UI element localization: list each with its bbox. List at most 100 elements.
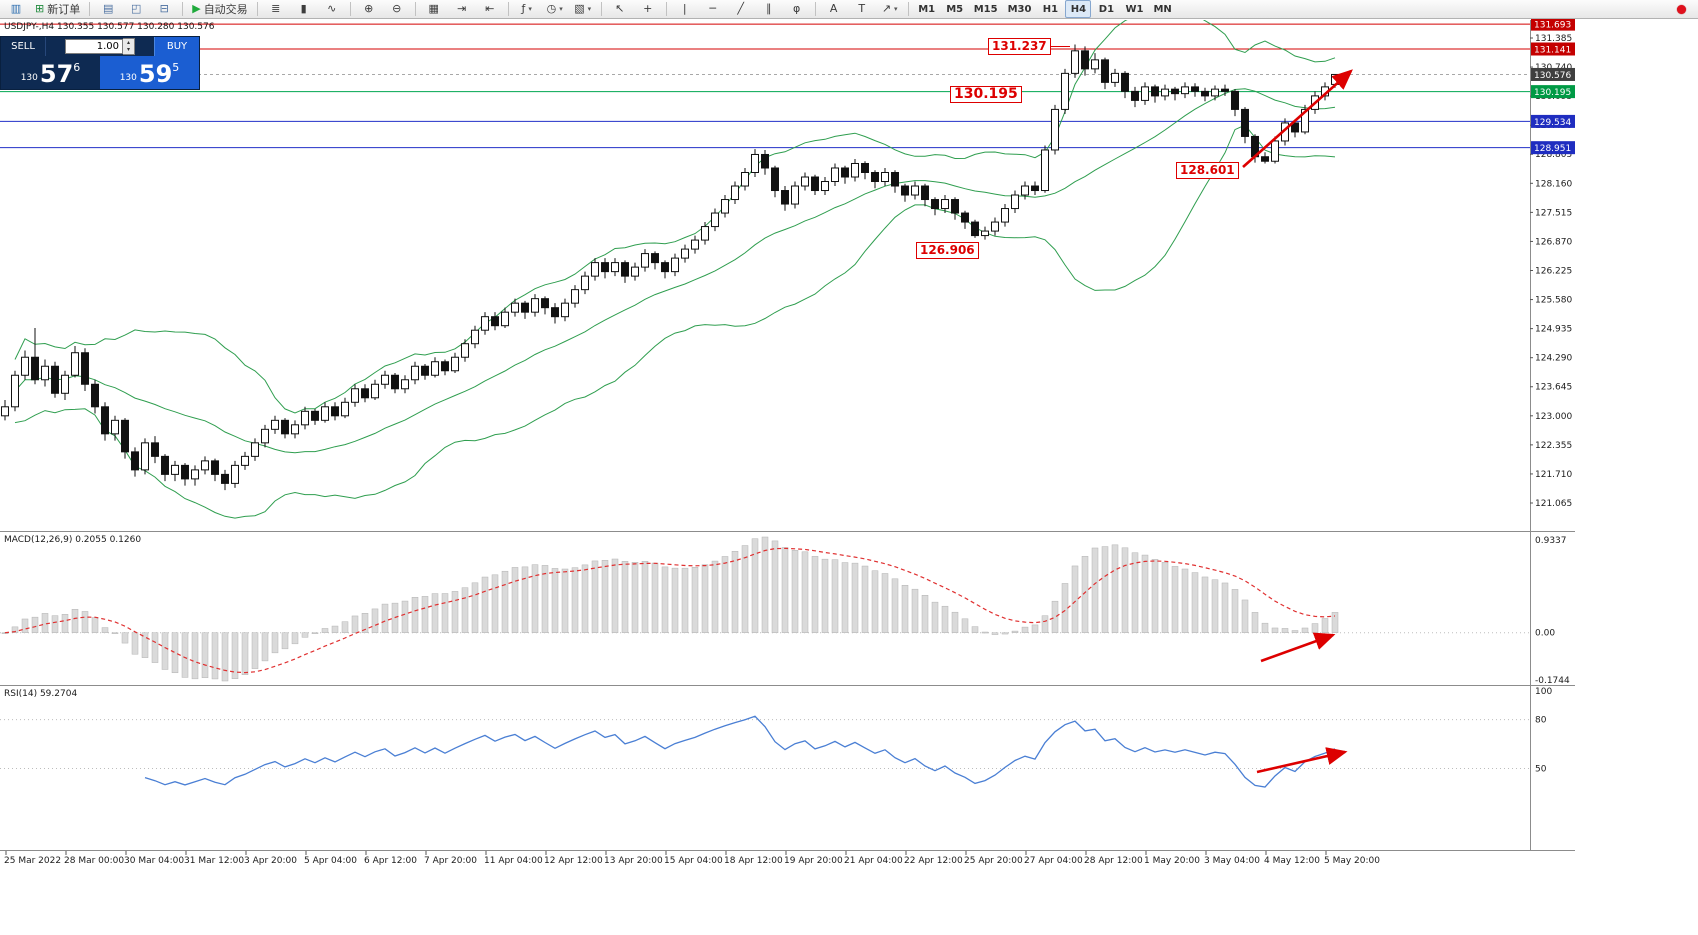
svg-text:124.290: 124.290 [1535, 354, 1572, 364]
svg-text:50: 50 [1535, 765, 1547, 775]
toolbar-separator [349, 2, 351, 16]
volume-up-icon[interactable]: ▴ [126, 39, 130, 46]
candles-chart-button[interactable]: ▮ [291, 0, 317, 18]
rsi-axis[interactable]: 100 80 50 [1535, 687, 1552, 775]
channel-button[interactable]: ∥ [756, 0, 782, 18]
axis-label-chip [1531, 85, 1575, 99]
tf-m30[interactable]: M30 [1004, 0, 1036, 18]
svg-text:11 Apr 04:00: 11 Apr 04:00 [484, 856, 543, 866]
ask-price-button[interactable]: 130 59 5 [100, 56, 199, 89]
trendline-button[interactable]: ╱ [728, 0, 754, 18]
tf-m15[interactable]: M15 [970, 0, 1002, 18]
fibonacci-button[interactable]: φ [784, 0, 810, 18]
toolbar-separator [256, 2, 258, 16]
zoom-in-icon: ⊕ [364, 2, 374, 15]
tf-mn-label: MN [1153, 3, 1172, 15]
data-window-button[interactable]: ◰ [123, 0, 149, 18]
bars-chart-icon: ≣ [271, 2, 281, 15]
svg-text:122.355: 122.355 [1535, 441, 1572, 451]
svg-text:12 Apr 12:00: 12 Apr 12:00 [544, 856, 603, 866]
tf-m1[interactable]: M1 [914, 0, 940, 18]
main-toolbar: ▥ ⊞ 新订单 ▤ ◰ ⊟ ▶ 自动交易 ≣ ▮ ∿ ⊕ ⊖ ▦ ⇥ ⇤ ƒ ▾ ◷ ▾ ▧ ▾ ↖ + | ─ ╱ ∥ φ A T ↗ ▾ M1… [0, 0, 1698, 19]
svg-text:130.195: 130.195 [1534, 88, 1571, 98]
one-click-trading-panel: SELL 1.00 ▴ ▾ BUY 130 57 6 130 59 5 [0, 36, 200, 90]
tf-w1[interactable]: W1 [1121, 0, 1147, 18]
svg-text:124.935: 124.935 [1535, 325, 1572, 335]
bars-chart-button[interactable]: ≣ [263, 0, 289, 18]
market-watch-button[interactable]: ▤ [95, 0, 121, 18]
svg-text:128.951: 128.951 [1534, 144, 1571, 154]
trend-arrows[interactable] [1046, 46, 1353, 774]
svg-text:129.534: 129.534 [1534, 118, 1571, 128]
ask-pip-digit: 5 [172, 61, 180, 74]
new-chart-button[interactable]: ▥ [3, 0, 29, 18]
svg-text:30 Mar 04:00: 30 Mar 04:00 [124, 856, 184, 866]
indicators-button[interactable]: ƒ ▾ [514, 0, 540, 18]
buy-button[interactable]: BUY [154, 37, 199, 56]
svg-text:125.580: 125.580 [1535, 296, 1572, 306]
zoom-in-button[interactable]: ⊕ [356, 0, 382, 18]
svg-text:15 Apr 04:00: 15 Apr 04:00 [664, 856, 723, 866]
svg-text:4 May 12:00: 4 May 12:00 [1264, 856, 1320, 866]
toolbar-separator [414, 2, 416, 16]
svg-text:25 Apr 20:00: 25 Apr 20:00 [964, 856, 1023, 866]
macd-axis[interactable]: 0.9337 0.00 -0.1744 [1535, 536, 1570, 686]
bid-price-button[interactable]: 130 57 6 [1, 56, 100, 89]
volume-input[interactable]: 1.00 [65, 39, 123, 54]
periods-button[interactable]: ◷ ▾ [542, 0, 568, 18]
ask-prefix: 130 [119, 73, 137, 83]
line-chart-button[interactable]: ∿ [319, 0, 345, 18]
tf-h1[interactable]: H1 [1037, 0, 1063, 18]
time-axis[interactable]: 25 Mar 2022 28 Mar 00:00 30 Mar 04:00 31 Ma… [4, 851, 1380, 866]
horizontal-line-icon: ─ [709, 2, 716, 15]
volume-down-icon[interactable]: ▾ [126, 46, 130, 53]
line-chart-icon: ∿ [327, 2, 337, 15]
data-window-icon: ◰ [131, 2, 142, 15]
tf-mn[interactable]: MN [1149, 0, 1175, 18]
volume-spinner[interactable]: ▴ ▾ [123, 38, 135, 55]
svg-text:0.00: 0.00 [1535, 629, 1555, 639]
vertical-line-icon: | [682, 2, 687, 15]
price-callout[interactable]: 130.195 [950, 86, 1022, 103]
chart-shift-button[interactable]: ⇤ [477, 0, 503, 18]
autotrading-button[interactable]: ▶ 自动交易 [188, 0, 251, 18]
axis-label-chip [1531, 114, 1575, 128]
arrow-objects-button[interactable]: ↗ ▾ [877, 0, 903, 18]
axis-label-chip [1531, 17, 1575, 31]
price-callout[interactable]: 128.601 [1176, 162, 1239, 179]
horizontal-line-button[interactable]: ─ [700, 0, 726, 18]
cursor-button[interactable]: ↖ [607, 0, 633, 18]
bid-prefix: 130 [20, 73, 38, 83]
crosshair-button[interactable]: + [635, 0, 661, 18]
svg-text:31 Mar 12:00: 31 Mar 12:00 [184, 856, 244, 866]
text-button[interactable]: A [821, 0, 847, 18]
templates-button[interactable]: ▧ ▾ [570, 0, 596, 18]
svg-text:130.576: 130.576 [1534, 71, 1571, 81]
notification-dot-icon[interactable] [1677, 4, 1686, 14]
sell-button[interactable]: SELL [1, 37, 46, 56]
svg-text:13 Apr 20:00: 13 Apr 20:00 [604, 856, 663, 866]
price-callout[interactable]: 126.906 [916, 242, 979, 259]
price-callout[interactable]: 131.237 [988, 38, 1051, 55]
market-watch-icon: ▤ [103, 2, 114, 15]
svg-text:-0.1744: -0.1744 [1535, 676, 1570, 686]
chart-title: USDJPY-,H4 130.355 130.577 130.280 130.5… [4, 22, 215, 32]
horizontal-lines[interactable] [0, 23, 1530, 149]
zoom-out-button[interactable]: ⊖ [384, 0, 410, 18]
auto-scroll-button[interactable]: ⇥ [449, 0, 475, 18]
toolbar-separator [907, 2, 909, 16]
vertical-line-button[interactable]: | [672, 0, 698, 18]
tf-h4[interactable]: H4 [1065, 0, 1092, 18]
new-order-button[interactable]: ⊞ 新订单 [31, 0, 84, 18]
navigator-button[interactable]: ⊟ [151, 0, 177, 18]
tf-d1[interactable]: D1 [1093, 0, 1119, 18]
new-order-icon: ⊞ [35, 2, 45, 15]
price-axis[interactable]: 131.385130.740130.095129.450128.805128.1… [1530, 17, 1575, 509]
tf-m5[interactable]: M5 [942, 0, 968, 18]
svg-text:3 Apr 20:00: 3 Apr 20:00 [244, 856, 297, 866]
tile-windows-button[interactable]: ▦ [421, 0, 447, 18]
tf-w1-label: W1 [1125, 3, 1144, 15]
text-label-button[interactable]: T [849, 0, 875, 18]
bid-big-digits: 57 [39, 60, 74, 88]
